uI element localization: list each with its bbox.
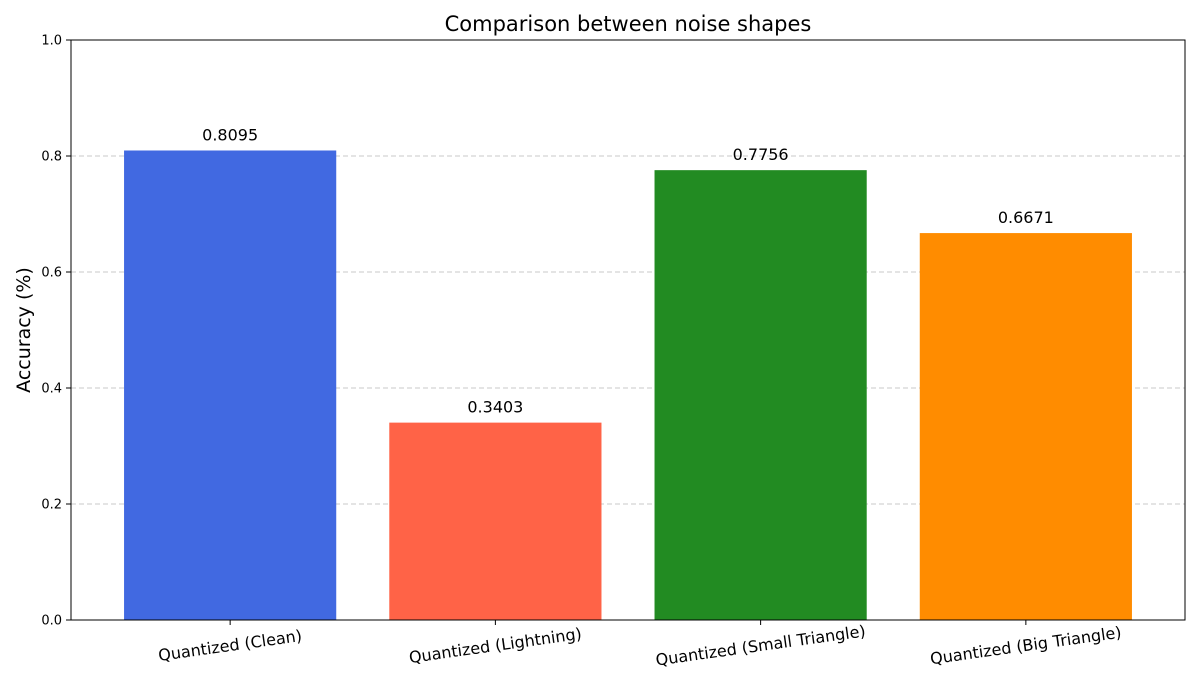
y-tick-label: 1.0: [41, 34, 62, 49]
plot-frame: [70, 39, 1186, 621]
data-label: 0.6671: [998, 208, 1054, 227]
bar: [919, 233, 1132, 620]
x-tick-label: Quantized (Lightning): [408, 624, 583, 667]
chart-title: Comparison between noise shapes: [445, 12, 812, 36]
bar: [654, 170, 867, 621]
y-tick-label: 0.6: [41, 266, 62, 281]
bar: [389, 422, 602, 620]
y-tick-label: 0.2: [41, 498, 62, 513]
data-label: 0.8095: [202, 125, 258, 144]
y-tick-label: 0.8: [41, 150, 62, 165]
y-tick-label: 0.0: [41, 614, 62, 629]
bars: [124, 150, 1132, 621]
data-label: 0.3403: [467, 398, 523, 417]
y-axis-label: Accuracy (%): [13, 267, 35, 393]
data-labels: 0.8095 0.3403 0.7756 0.6671: [202, 125, 1054, 416]
x-tick-label: Quantized (Big Triangle): [929, 623, 1123, 669]
x-tick-label: Quantized (Small Triangle): [654, 621, 866, 669]
y-axis-ticks: 0.0 0.2 0.4 0.6 0.8 1.0: [41, 34, 71, 629]
bar: [124, 150, 337, 621]
y-tick-label: 0.4: [41, 382, 62, 397]
x-axis-ticks: Quantized (Clean) Quantized (Lightning) Qu…: [157, 620, 1123, 670]
data-label: 0.7756: [733, 145, 789, 164]
x-tick-label: Quantized (Clean): [157, 626, 303, 665]
